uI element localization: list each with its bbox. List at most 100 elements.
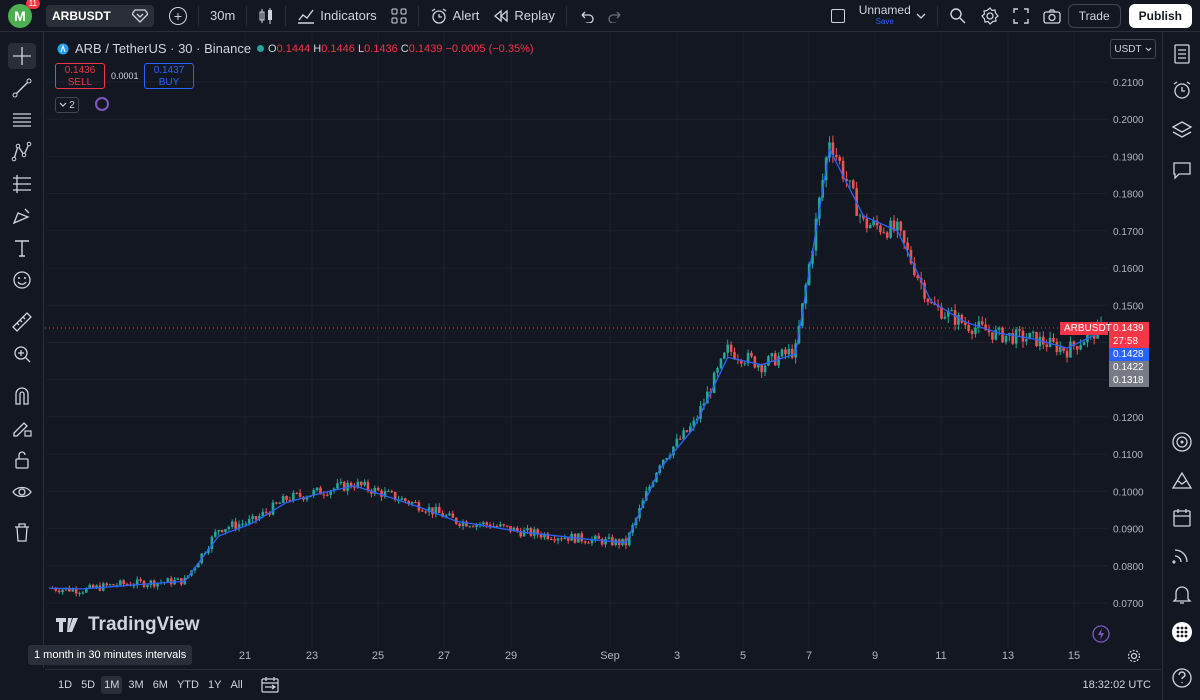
candle-body <box>566 537 570 541</box>
candle-body <box>858 215 862 217</box>
symbol-search[interactable]: ARBUSDT <box>46 4 154 27</box>
lock-drawings-tool[interactable] <box>8 415 36 441</box>
candle-body <box>916 275 920 279</box>
range-button-1m[interactable]: 1M <box>101 676 123 694</box>
zoom-in-tool[interactable] <box>8 341 36 367</box>
date-range-icon[interactable] <box>261 677 279 693</box>
fib-tool[interactable] <box>8 171 36 197</box>
candle-body <box>580 533 584 542</box>
candle-body <box>434 506 438 515</box>
currency-selector[interactable]: USDT <box>1110 39 1156 59</box>
trade-button[interactable]: Trade <box>1067 3 1121 28</box>
range-button-all[interactable]: All <box>230 679 243 691</box>
lightning-icon[interactable] <box>1092 625 1110 643</box>
trend-line-tool[interactable] <box>8 75 36 101</box>
apps-button[interactable] <box>1169 619 1195 645</box>
quick-search-button[interactable] <box>942 3 974 29</box>
smiley-icon <box>13 271 31 289</box>
snapshot-button[interactable] <box>1036 3 1068 29</box>
user-avatar[interactable]: M 11 <box>8 0 40 28</box>
visibility-tool[interactable] <box>8 479 36 505</box>
object-tree-button[interactable] <box>1169 117 1195 143</box>
notification-badge: 11 <box>25 0 40 9</box>
sell-button[interactable]: 0.1436 SELL <box>55 63 105 89</box>
candle-body <box>689 426 692 433</box>
redo-button[interactable] <box>601 3 631 29</box>
calendar-button[interactable] <box>1169 505 1195 531</box>
y-tick-label: 0.1700 <box>1113 227 1144 238</box>
candle-body <box>275 502 278 504</box>
candle-body <box>845 178 848 182</box>
magnet-tool[interactable] <box>8 383 36 409</box>
candle-body <box>733 351 736 360</box>
candle-body <box>230 521 234 527</box>
candle-body <box>841 160 845 179</box>
news-stream-button[interactable] <box>1169 542 1195 568</box>
indicators-label: Indicators <box>320 8 377 23</box>
brush-icon <box>12 208 30 225</box>
alerts-button[interactable] <box>1169 77 1195 103</box>
candle-body <box>627 532 631 546</box>
candle-body <box>991 332 994 340</box>
alert-button[interactable]: Alert <box>423 3 487 29</box>
candle-body <box>169 578 173 585</box>
interval-button[interactable]: 30m <box>203 3 242 29</box>
unlock-tool[interactable] <box>8 447 36 473</box>
ruler-tool[interactable] <box>8 309 36 335</box>
buy-button[interactable]: 0.1437 BUY <box>144 63 194 89</box>
indicators-button[interactable]: Indicators <box>290 3 383 29</box>
fullscreen-button[interactable] <box>1006 3 1036 29</box>
price-chart[interactable]: 0.2100 0.2000 0.1900 0.1800 0.1700 0.1600 0.15… <box>45 33 1161 668</box>
layout-checkbox[interactable] <box>824 3 852 29</box>
unlock-icon <box>15 451 29 469</box>
candle-body <box>831 142 835 156</box>
range-button-1y[interactable]: 1Y <box>207 679 222 691</box>
compare-button[interactable]: + <box>162 3 194 29</box>
candle-body <box>441 512 444 518</box>
candle-body <box>811 250 814 264</box>
brush-tool[interactable] <box>8 203 36 229</box>
notifications-button[interactable] <box>1169 581 1195 607</box>
range-tooltip: 1 month in 30 minutes intervals <box>28 645 193 665</box>
chats-button[interactable] <box>1169 157 1195 183</box>
candle-body <box>723 352 726 359</box>
range-button-1d[interactable]: 1D <box>58 679 73 691</box>
candle-body <box>95 585 98 588</box>
candle-body <box>1058 346 1062 353</box>
candle-body <box>692 420 696 427</box>
divider <box>198 5 199 26</box>
candle-body <box>790 348 794 358</box>
candle-body <box>750 352 753 357</box>
settings-button[interactable] <box>974 3 1006 29</box>
chart-legend-title[interactable]: ARB / TetherUS · 30 · Binance <box>57 41 265 56</box>
horizontal-lines-tool[interactable] <box>8 107 36 133</box>
broadcast-icon <box>1172 549 1188 564</box>
layout-menu[interactable]: Unnamed Save <box>852 3 933 29</box>
candle-body <box>339 481 343 484</box>
help-button[interactable] <box>1169 665 1195 691</box>
range-button-3m[interactable]: 3M <box>128 679 144 691</box>
sync-icon[interactable] <box>95 97 109 111</box>
pattern-tool[interactable] <box>8 139 36 165</box>
utc-clock[interactable]: 18:32:02 UTC <box>1082 679 1151 691</box>
emoji-tool[interactable] <box>8 267 36 293</box>
range-button-6m[interactable]: 6M <box>152 679 168 691</box>
indicators-collapse-button[interactable]: 2 <box>55 97 79 113</box>
chart-type-button[interactable] <box>251 3 281 29</box>
remove-drawings-tool[interactable] <box>8 519 36 545</box>
publish-button[interactable]: Publish <box>1128 3 1192 28</box>
candle-body <box>549 538 553 540</box>
text-tool[interactable] <box>8 235 36 261</box>
watchlist-button[interactable] <box>1169 41 1195 67</box>
candle-body <box>1082 342 1086 346</box>
ideas-button[interactable] <box>1169 467 1195 493</box>
range-button-5d[interactable]: 5D <box>81 679 96 691</box>
crosshair-tool[interactable] <box>8 43 36 69</box>
undo-button[interactable] <box>571 3 601 29</box>
range-button-ytd[interactable]: YTD <box>176 679 199 691</box>
templates-button[interactable] <box>384 3 414 29</box>
candle-body <box>1062 346 1065 351</box>
replay-button[interactable]: Replay <box>486 3 561 29</box>
axis-settings-icon[interactable] <box>1127 649 1141 663</box>
hotlists-button[interactable] <box>1169 429 1195 455</box>
